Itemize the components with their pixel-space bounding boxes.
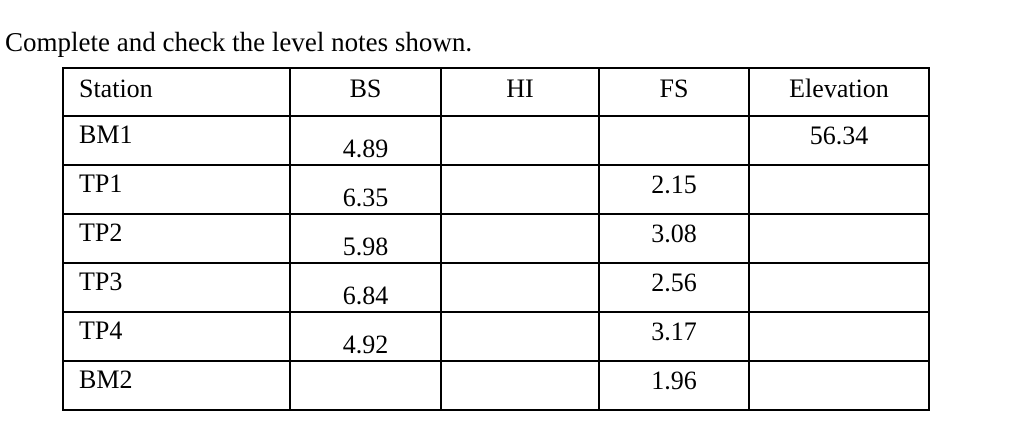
table-cell — [748, 213, 930, 264]
cell-text: TP4 — [79, 316, 123, 345]
table-cell: BM2 — [62, 360, 291, 411]
table-cell: 5.98 — [289, 213, 442, 264]
column-header: FS — [659, 74, 689, 103]
table-cell: TP1 — [62, 164, 291, 215]
table-cell — [289, 360, 442, 411]
table-cell — [440, 115, 600, 166]
cell-text: 1.96 — [651, 366, 697, 395]
table-cell: BM1 — [62, 115, 291, 166]
table-cell — [440, 311, 600, 362]
column-header: Elevation — [789, 74, 889, 103]
cell-text: 4.89 — [342, 134, 389, 163]
table-cell: 3.08 — [598, 213, 750, 264]
table-cell — [440, 360, 600, 411]
cell-text: TP1 — [79, 169, 123, 198]
column-header: Station — [79, 74, 153, 103]
table-cell: Station — [62, 67, 291, 117]
table-cell — [598, 115, 750, 166]
cell-text: BM2 — [79, 365, 133, 394]
table-cell: 1.96 — [598, 360, 750, 411]
table-row: BM2 1.96 — [62, 360, 930, 411]
table-cell: 6.35 — [289, 164, 442, 215]
table-row: TP2 5.98 3.08 — [62, 213, 930, 264]
cell-text: 3.08 — [651, 219, 697, 248]
table-cell: 4.92 — [289, 311, 442, 362]
cell-text: 2.56 — [651, 268, 697, 297]
question-title: Complete and check the level notes shown… — [5, 27, 473, 57]
table-cell: 2.15 — [598, 164, 750, 215]
table-cell — [748, 164, 930, 215]
table-row: TP3 6.84 2.56 — [62, 262, 930, 313]
table-row: TP1 6.35 2.15 — [62, 164, 930, 215]
table-cell — [748, 262, 930, 313]
cell-text: TP3 — [79, 267, 123, 296]
cell-text: 6.35 — [342, 183, 389, 212]
cell-text: 2.15 — [651, 170, 697, 199]
cell-text: 5.98 — [342, 232, 389, 261]
level-notes-table: Station BS HI FS Elevation BM1 4.89 56.34 TP1 6.3… — [62, 67, 930, 411]
table-cell: TP2 — [62, 213, 291, 264]
table-row: TP4 4.92 3.17 — [62, 311, 930, 362]
cell-text: TP2 — [79, 218, 123, 247]
column-header: HI — [506, 74, 534, 103]
header-row: Station BS HI FS Elevation — [62, 67, 930, 117]
table-cell: BS — [289, 67, 442, 117]
table-cell: Elevation — [748, 67, 930, 117]
table-cell — [440, 213, 600, 264]
table-cell — [748, 360, 930, 411]
cell-text: 3.17 — [651, 317, 697, 346]
table-cell — [748, 311, 930, 362]
table-cell: 3.17 — [598, 311, 750, 362]
table-cell: TP3 — [62, 262, 291, 313]
table-cell — [440, 164, 600, 215]
cell-text: 56.34 — [809, 121, 869, 150]
table-cell: HI — [440, 67, 600, 117]
cell-text: 4.92 — [342, 330, 389, 359]
table-cell — [440, 262, 600, 313]
table-cell: 2.56 — [598, 262, 750, 313]
table-cell: FS — [598, 67, 750, 117]
table-cell: 56.34 — [748, 115, 930, 166]
table-row: BM1 4.89 56.34 — [62, 115, 930, 166]
column-header: BS — [349, 74, 382, 103]
cell-text: BM1 — [79, 120, 133, 149]
table-cell: 6.84 — [289, 262, 442, 313]
table-cell: 4.89 — [289, 115, 442, 166]
cell-text: 6.84 — [342, 281, 389, 310]
table-cell: TP4 — [62, 311, 291, 362]
